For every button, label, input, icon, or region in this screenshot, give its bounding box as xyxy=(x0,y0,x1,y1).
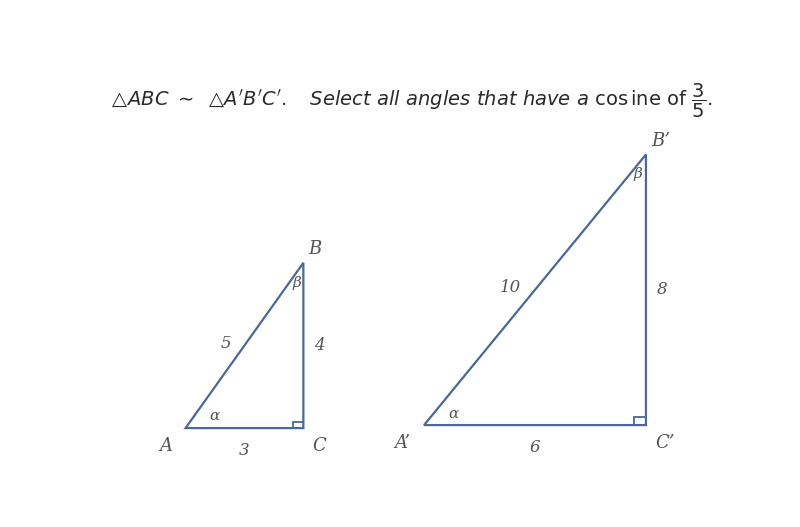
Text: 3: 3 xyxy=(239,442,250,460)
Text: 4: 4 xyxy=(314,337,325,354)
Text: 6: 6 xyxy=(530,440,540,456)
Text: α: α xyxy=(209,409,219,423)
Text: 5: 5 xyxy=(220,335,231,352)
Text: C: C xyxy=(313,437,326,455)
Text: 10: 10 xyxy=(500,279,522,296)
Text: α: α xyxy=(448,407,458,421)
Text: A: A xyxy=(159,437,172,455)
Text: β: β xyxy=(292,276,301,290)
Text: B: B xyxy=(308,240,322,258)
Text: B’: B’ xyxy=(651,132,670,150)
Text: β: β xyxy=(634,167,643,181)
Text: A’: A’ xyxy=(394,434,410,452)
Text: C’: C’ xyxy=(655,434,674,452)
Text: 8: 8 xyxy=(657,281,668,298)
Text: $\triangle\!ABC\ \sim\ \triangle\!A'B'C'.$$\quad\mathit{Select\ all\ angles\ tha: $\triangle\!ABC\ \sim\ \triangle\!A'B'C'… xyxy=(108,82,712,120)
